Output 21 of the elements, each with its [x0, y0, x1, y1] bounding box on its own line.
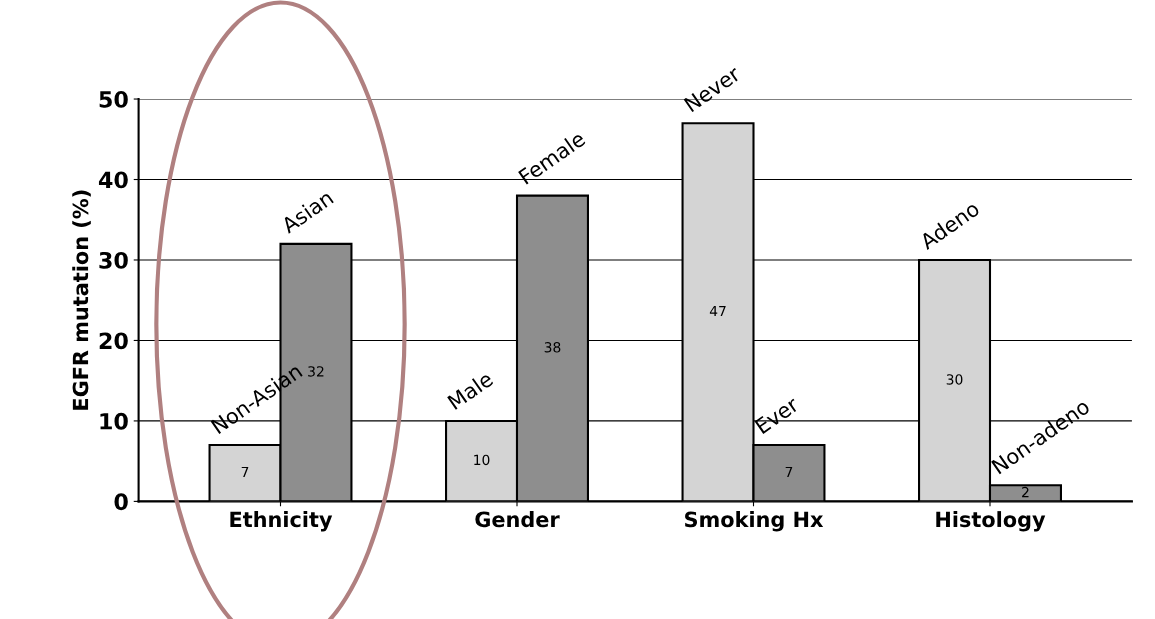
y-tick-label: 40 [98, 171, 128, 189]
data-label: 30 [946, 374, 963, 385]
x-tick-label: Ethnicity [230, 511, 333, 532]
data-label: 47 [709, 305, 726, 317]
annotation: Male [446, 370, 494, 410]
x-tick-label: Histology [936, 511, 1046, 532]
y-axis-title: EGFR mutation (%) [72, 190, 91, 410]
data-label: 10 [474, 454, 490, 466]
y-tick-label: 30 [99, 251, 128, 269]
data-label: 2 [1022, 486, 1029, 498]
y-tick-label: 50 [99, 90, 128, 108]
y-tick-label: 10 [100, 412, 128, 430]
annotation: Ever [754, 395, 801, 435]
data-label: 7 [241, 466, 249, 478]
x-tick-label: Gender [475, 511, 560, 528]
data-label: 38 [544, 342, 561, 353]
data-label: 32 [308, 366, 324, 377]
x-tick-label: Smoking Hx [685, 511, 824, 532]
data-label: 7 [785, 466, 793, 478]
y-tick-label: 20 [99, 332, 128, 350]
y-tick-label: 0 [114, 493, 128, 511]
